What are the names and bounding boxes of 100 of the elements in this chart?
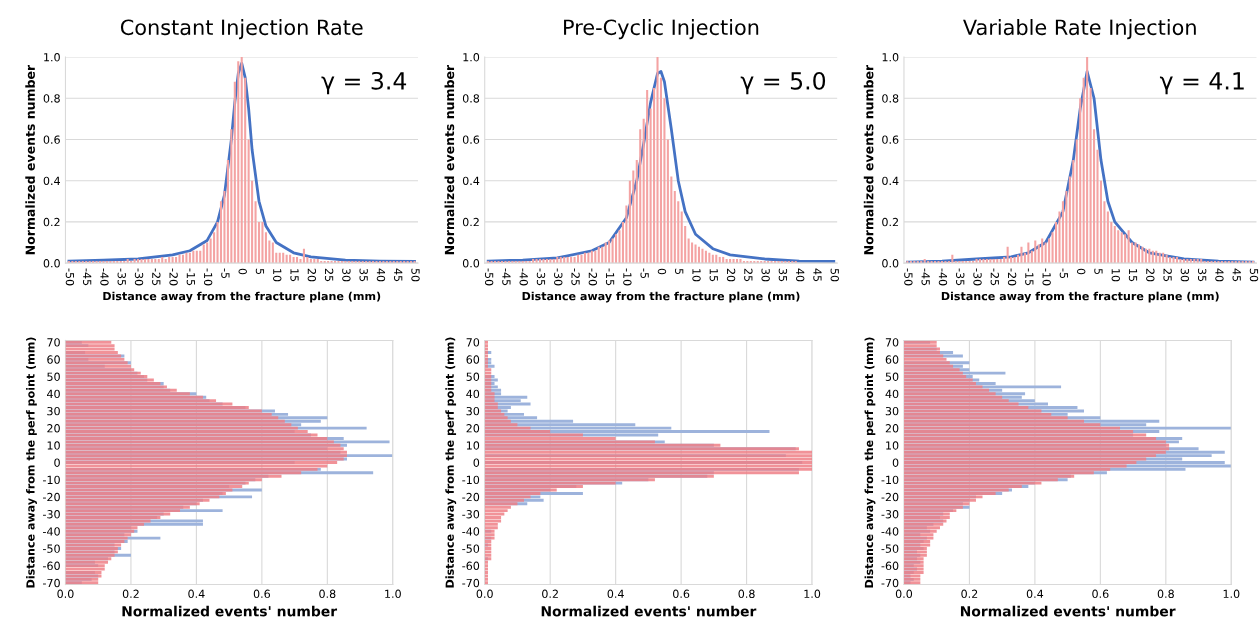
y-tick-label: 10 <box>886 441 899 450</box>
y-axis-title: Distance away from the perf point (mm) <box>26 337 37 588</box>
x-tick-label: -5 <box>640 268 649 279</box>
x-tick-label: 0.0 <box>476 589 493 599</box>
y-tick-label: 40 <box>885 389 899 399</box>
y-tick-label: 10 <box>47 441 60 450</box>
y-tick-label: 10 <box>466 441 480 450</box>
y-tick-label: -70 <box>462 578 480 588</box>
x-tick-label: -50 <box>904 268 913 286</box>
y-tick-label: 0.6 <box>43 135 60 144</box>
x-tick-label: -15 <box>605 268 615 286</box>
y-tick-label: 30 <box>885 406 899 416</box>
y-tick-label: -50 <box>881 544 899 553</box>
y-tick-label: 50 <box>885 372 899 381</box>
y-axis-title: Normalized events number <box>444 64 455 255</box>
y-tick-label: 0.0 <box>43 259 60 268</box>
y-tick-label: 60 <box>47 355 60 364</box>
x-tick-label: 45 <box>394 268 403 282</box>
x-tick-label: 15 <box>290 269 299 282</box>
y-tick-label: 0 <box>473 458 480 467</box>
x-tick-label: 10 <box>692 269 701 282</box>
x-tick-label: 35 <box>359 268 368 282</box>
y-tick-label: 50 <box>47 372 60 381</box>
x-tick-label: 20 <box>1146 268 1155 282</box>
x-tick-label: -25 <box>571 268 580 286</box>
y-tick-label: 0.2 <box>882 217 898 227</box>
y-tick-label: -20 <box>881 492 899 502</box>
x-tick-label: -15 <box>186 268 195 286</box>
y-tick-label: -50 <box>43 544 60 553</box>
y-tick-label: 20 <box>885 424 899 433</box>
x-tick-label: 1.0 <box>1223 589 1240 599</box>
x-tick-label: -5 <box>1059 268 1068 279</box>
y-axis-title: Distance away from the perf point (mm) <box>864 337 876 588</box>
x-axis-title: Distance away from the fracture plane (mm) <box>941 291 1219 303</box>
x-tick-label: -40 <box>938 268 948 286</box>
x-tick-label: -45 <box>82 268 92 286</box>
x-tick-label: 0.8 <box>738 589 755 599</box>
y-tick-label: 50 <box>466 372 480 381</box>
x-tick-label: -25 <box>990 268 999 286</box>
x-tick-label: -35 <box>117 268 126 286</box>
x-tick-label: -45 <box>921 268 930 286</box>
y-tick-label: 70 <box>47 338 60 347</box>
x-tick-label: -10 <box>1042 268 1051 286</box>
x-tick-label: 0.4 <box>607 589 624 599</box>
x-tick-label: 0.0 <box>895 589 913 599</box>
x-tick-label: -40 <box>100 268 109 286</box>
y-tick-label: 70 <box>885 338 899 347</box>
chart-title: Constant Injection Rate <box>120 19 363 40</box>
y-tick-label: 0.0 <box>882 259 899 268</box>
annotation: γ = 5.0 <box>740 71 826 95</box>
y-tick-label: 0.4 <box>43 176 60 186</box>
y-tick-label: 0.2 <box>462 217 479 227</box>
y-tick-label: -30 <box>881 510 899 519</box>
x-axis-title: Normalized events' number <box>960 605 1176 617</box>
y-tick-label: -20 <box>43 492 60 502</box>
x-tick-label: 30 <box>1180 268 1190 282</box>
chart-title: Variable Rate Injection <box>963 19 1196 40</box>
y-tick-label: -10 <box>43 475 60 485</box>
y-tick-label: 60 <box>885 355 899 364</box>
y-tick-label: 1.0 <box>463 53 480 62</box>
x-tick-label: -30 <box>973 268 982 286</box>
x-tick-label: 15 <box>709 269 718 282</box>
x-tick-label: -35 <box>536 268 546 286</box>
x-axis-title: Normalized events' number <box>541 605 757 617</box>
y-tick-label: 0.0 <box>462 259 480 268</box>
x-tick-label: 40 <box>1215 268 1224 282</box>
x-tick-label: -30 <box>554 268 563 286</box>
x-axis-title: Normalized events' number <box>122 605 338 617</box>
x-tick-label: -20 <box>1007 268 1017 286</box>
x-tick-label: 35 <box>1197 268 1207 282</box>
y-tick-label: -40 <box>43 527 60 536</box>
x-tick-label: -10 <box>623 268 632 286</box>
y-tick-label: -50 <box>462 544 480 553</box>
y-tick-label: 0.8 <box>43 94 60 103</box>
x-tick-label: 10 <box>1111 269 1120 282</box>
y-axis-title: Normalized events number <box>863 64 874 255</box>
x-tick-label: 0.2 <box>961 589 978 599</box>
x-tick-label: 0.0 <box>57 589 74 599</box>
x-tick-label: 10 <box>273 269 282 282</box>
annotation: γ = 4.1 <box>1159 72 1244 95</box>
x-tick-label: 0 <box>657 268 667 275</box>
x-tick-label: -50 <box>484 268 494 286</box>
y-tick-label: -70 <box>43 578 60 588</box>
x-tick-label: -30 <box>134 268 144 286</box>
y-tick-label: 0.2 <box>43 217 60 227</box>
y-tick-label: -60 <box>881 561 899 571</box>
x-tick-label: 40 <box>376 268 386 282</box>
x-tick-label: -20 <box>169 268 178 286</box>
x-tick-label: 1.0 <box>385 589 401 599</box>
y-tick-label: 0 <box>54 458 60 467</box>
x-tick-label: 25 <box>744 268 753 282</box>
chart-title: Pre-Cyclic Injection <box>564 19 759 40</box>
x-tick-label: 1.0 <box>804 589 821 599</box>
x-tick-label: 0.8 <box>1157 589 1174 599</box>
y-tick-label: 0 <box>892 458 899 467</box>
x-tick-label: 45 <box>813 268 822 282</box>
x-tick-label: 35 <box>778 268 788 282</box>
x-tick-label: -20 <box>588 268 598 286</box>
x-tick-label: 0 <box>1077 268 1086 275</box>
annotation: γ = 3.4 <box>321 71 407 95</box>
